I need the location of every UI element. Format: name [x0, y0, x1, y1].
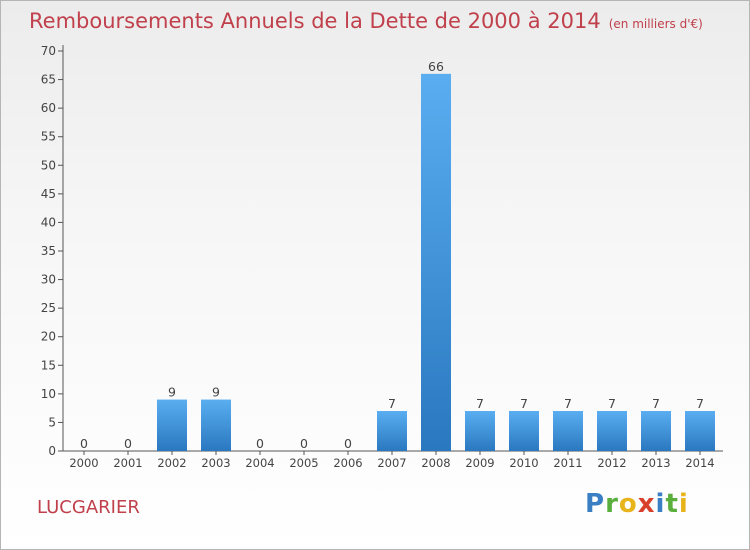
y-tick-label: 50 [41, 158, 56, 172]
y-tick-label: 40 [41, 215, 56, 229]
data-label: 7 [564, 396, 572, 411]
y-tick-label: 60 [41, 101, 56, 115]
y-tick-label: 65 [41, 73, 56, 87]
data-label: 0 [80, 436, 88, 451]
logo-letter: i [655, 489, 666, 519]
logo-letter: r [605, 489, 619, 519]
data-label: 0 [256, 436, 264, 451]
y-tick-label: 15 [41, 358, 56, 372]
bar [201, 399, 231, 451]
y-tick-label: 25 [41, 301, 56, 315]
data-label: 7 [696, 396, 704, 411]
bar [509, 411, 539, 451]
commune-name: LUCGARIER [37, 497, 140, 518]
logo-letter: x [637, 489, 656, 519]
x-tick-label: 2000 [69, 456, 98, 470]
data-label: 0 [124, 436, 132, 451]
data-label: 7 [388, 396, 396, 411]
proxiti-logo[interactable]: Proxiti [585, 489, 689, 519]
bar [553, 411, 583, 451]
x-tick-label: 2007 [377, 456, 406, 470]
data-label: 66 [428, 59, 444, 74]
y-tick-label: 70 [41, 44, 56, 58]
x-tick-label: 2013 [641, 456, 670, 470]
bar [465, 411, 495, 451]
data-label: 0 [344, 436, 352, 451]
bar [377, 411, 407, 451]
data-label: 9 [212, 385, 220, 400]
data-label: 0 [300, 436, 308, 451]
bar [641, 411, 671, 451]
y-tick-label: 5 [48, 415, 56, 429]
logo-letter: i [678, 489, 689, 519]
bar [157, 399, 187, 451]
bar [597, 411, 627, 451]
bar [421, 73, 451, 451]
chart-title: Remboursements Annuels de la Dette de 20… [29, 9, 703, 33]
x-tick-label: 2011 [553, 456, 582, 470]
data-label: 7 [652, 396, 660, 411]
y-tick-label: 55 [41, 130, 56, 144]
x-tick-label: 2004 [245, 456, 274, 470]
data-label: 7 [476, 396, 484, 411]
logo-letter: P [585, 489, 606, 519]
x-tick-label: 2010 [509, 456, 538, 470]
data-label: 7 [608, 396, 616, 411]
y-tick-label: 45 [41, 187, 56, 201]
logo-letter: o [618, 489, 638, 519]
x-tick-label: 2005 [289, 456, 318, 470]
logo-letter: t [665, 489, 679, 519]
x-tick-label: 2001 [113, 456, 142, 470]
y-tick-label: 35 [41, 244, 56, 258]
x-tick-label: 2002 [157, 456, 186, 470]
unit-label: (en milliers d'€) [608, 17, 703, 31]
bar [685, 411, 715, 451]
x-tick-label: 2014 [685, 456, 714, 470]
title-text: Remboursements Annuels de la Dette de 20… [29, 9, 601, 33]
x-tick-label: 2008 [421, 456, 450, 470]
y-tick-label: 30 [41, 273, 56, 287]
data-label: 7 [520, 396, 528, 411]
x-tick-label: 2006 [333, 456, 362, 470]
y-tick-label: 10 [41, 387, 56, 401]
x-tick-label: 2009 [465, 456, 494, 470]
y-tick-label: 0 [48, 444, 56, 458]
y-tick-label: 20 [41, 330, 56, 344]
x-tick-label: 2003 [201, 456, 230, 470]
x-tick-label: 2012 [597, 456, 626, 470]
data-label: 9 [168, 385, 176, 400]
data-labels: 0 0 9 9 0 0 0 7 66 7 7 7 7 7 7 [80, 59, 704, 451]
bars [157, 73, 715, 451]
